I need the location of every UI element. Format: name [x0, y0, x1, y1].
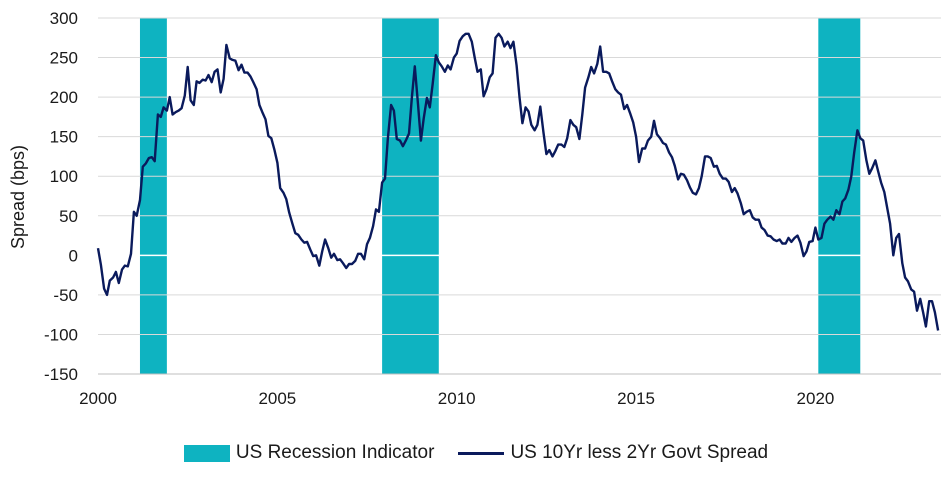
y-tick-label: -150 [44, 365, 78, 384]
recession-band-1 [139, 18, 167, 374]
x-axis-ticks: 2000 2005 2010 2015 2020 [79, 373, 941, 408]
x-tick-label: 2015 [617, 389, 655, 408]
series-lines [96, 32, 940, 331]
legend-label-recession: US Recession Indicator [235, 442, 435, 463]
recession-bands [139, 18, 861, 374]
y-tick-label: 200 [50, 88, 78, 107]
x-tick-label: 2020 [797, 389, 835, 408]
y-tick-label: 50 [59, 207, 78, 226]
y-tick-label: 250 [50, 49, 78, 68]
y-tick-label: 150 [50, 128, 78, 147]
x-tick-label: 2005 [258, 389, 296, 408]
y-tick-label: 300 [50, 9, 78, 28]
y-axis-ticks: 300 250 200 150 100 50 0 -50 -100 -150 [44, 9, 78, 384]
legend-item-recession: US Recession Indicator [183, 442, 435, 464]
y-tick-label: 100 [50, 167, 78, 186]
y-tick-label: -50 [53, 286, 78, 305]
recession-band-3 [818, 18, 861, 374]
y-tick-label: 0 [69, 246, 78, 265]
series-line-spread [96, 32, 940, 331]
legend-label-spread: US 10Yr less 2Yr Govt Spread [510, 442, 769, 463]
legend-item-spread: US 10Yr less 2Yr Govt Spread [458, 442, 768, 464]
legend-swatch-spread [458, 451, 505, 455]
legend-swatch-recession [183, 444, 230, 462]
y-axis-label: Spread (bps) [8, 145, 28, 249]
y-tick-label: -100 [44, 325, 78, 344]
x-tick-label: 2000 [79, 389, 117, 408]
chart-legend: US Recession Indicator US 10Yr less 2Yr … [0, 438, 952, 468]
recession-band-2 [382, 18, 439, 374]
x-tick-label: 2010 [438, 389, 476, 408]
